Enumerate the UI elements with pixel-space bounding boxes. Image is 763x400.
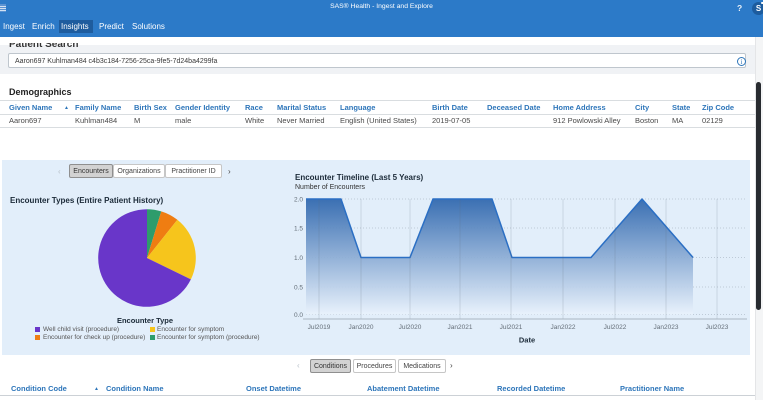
svg-text:Jan2021: Jan2021 — [448, 324, 473, 331]
svg-text:Jul2021: Jul2021 — [500, 324, 523, 331]
svg-text:Jul2020: Jul2020 — [399, 324, 422, 331]
svg-text:Jul2019: Jul2019 — [308, 324, 331, 331]
svg-text:1.0: 1.0 — [294, 255, 303, 262]
svg-text:Date: Date — [519, 336, 535, 345]
svg-text:0.5: 0.5 — [294, 285, 303, 292]
svg-text:Jul2023: Jul2023 — [706, 324, 729, 331]
svg-text:0.0: 0.0 — [294, 312, 303, 319]
svg-text:Jan2023: Jan2023 — [654, 324, 679, 331]
svg-text:Jul2022: Jul2022 — [604, 324, 627, 331]
svg-text:Jan2020: Jan2020 — [349, 324, 374, 331]
svg-text:1.5: 1.5 — [294, 226, 303, 233]
svg-text:2.0: 2.0 — [294, 197, 303, 204]
svg-text:Jan2022: Jan2022 — [551, 324, 576, 331]
